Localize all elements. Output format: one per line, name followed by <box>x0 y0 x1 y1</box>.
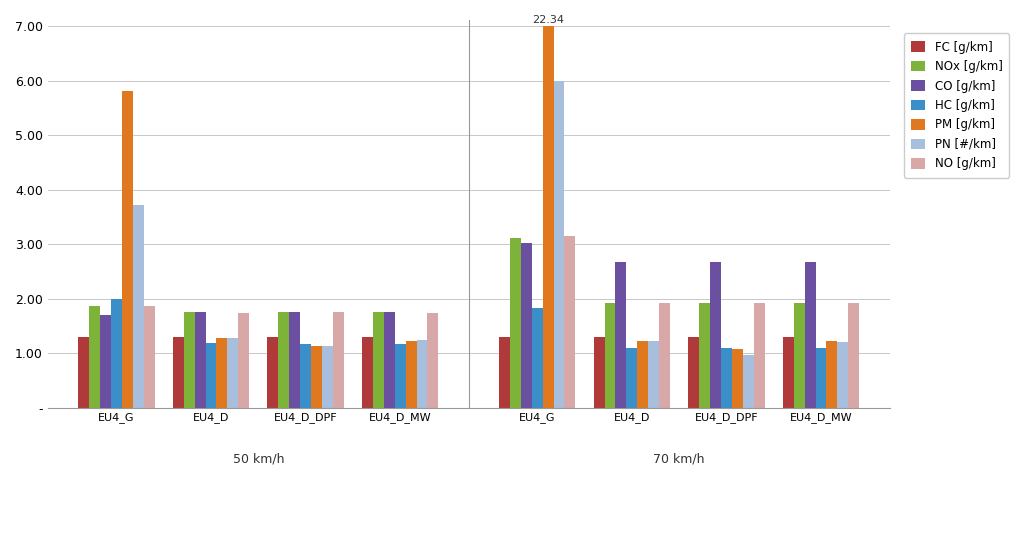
Bar <box>361 337 373 408</box>
Bar <box>173 337 183 408</box>
Bar <box>848 303 859 408</box>
Text: 70 km/h: 70 km/h <box>653 452 705 466</box>
Bar <box>394 344 406 408</box>
Bar <box>815 349 826 408</box>
Bar <box>133 205 143 408</box>
Bar <box>183 313 195 408</box>
Bar <box>384 313 394 408</box>
Bar <box>594 337 604 408</box>
Bar <box>615 262 627 408</box>
Bar <box>648 340 659 408</box>
Bar <box>782 337 794 408</box>
Bar <box>531 308 543 408</box>
Bar <box>721 349 732 408</box>
Bar <box>659 303 670 408</box>
Bar <box>510 238 521 408</box>
Bar <box>427 314 438 408</box>
Bar <box>111 299 122 408</box>
Bar <box>216 338 227 408</box>
Bar <box>688 337 699 408</box>
Bar <box>627 349 637 408</box>
Bar <box>89 306 100 408</box>
Bar <box>805 262 815 408</box>
Bar <box>100 315 111 408</box>
Bar <box>564 236 575 408</box>
Bar <box>206 343 216 408</box>
Text: 22.34: 22.34 <box>532 14 564 25</box>
Bar <box>267 337 279 408</box>
Bar <box>710 262 721 408</box>
Text: 50 km/h: 50 km/h <box>232 452 284 466</box>
Bar <box>289 313 300 408</box>
Bar <box>78 337 89 408</box>
Bar <box>373 313 384 408</box>
Bar <box>279 313 289 408</box>
Bar <box>227 338 239 408</box>
Bar <box>195 313 206 408</box>
Bar <box>239 313 249 408</box>
Bar <box>417 339 427 408</box>
Bar <box>333 313 344 408</box>
Legend: FC [g/km], NOx [g/km], CO [g/km], HC [g/km], PM [g/km], PN [#/km], NO [g/km]: FC [g/km], NOx [g/km], CO [g/km], HC [g/… <box>904 33 1010 178</box>
Bar <box>499 337 510 408</box>
Bar <box>826 341 838 408</box>
Bar <box>406 341 417 408</box>
Bar <box>794 302 805 408</box>
Bar <box>143 306 155 408</box>
Bar <box>554 81 564 408</box>
Bar <box>742 355 754 408</box>
Bar <box>838 342 848 408</box>
Bar <box>754 302 765 408</box>
Bar <box>637 341 648 408</box>
Bar <box>732 349 742 408</box>
Bar <box>521 243 531 408</box>
Bar <box>543 26 554 408</box>
Bar <box>300 344 311 408</box>
Bar <box>604 302 615 408</box>
Bar <box>311 346 322 408</box>
Bar <box>699 302 710 408</box>
Bar <box>322 346 333 408</box>
Bar <box>122 91 133 408</box>
